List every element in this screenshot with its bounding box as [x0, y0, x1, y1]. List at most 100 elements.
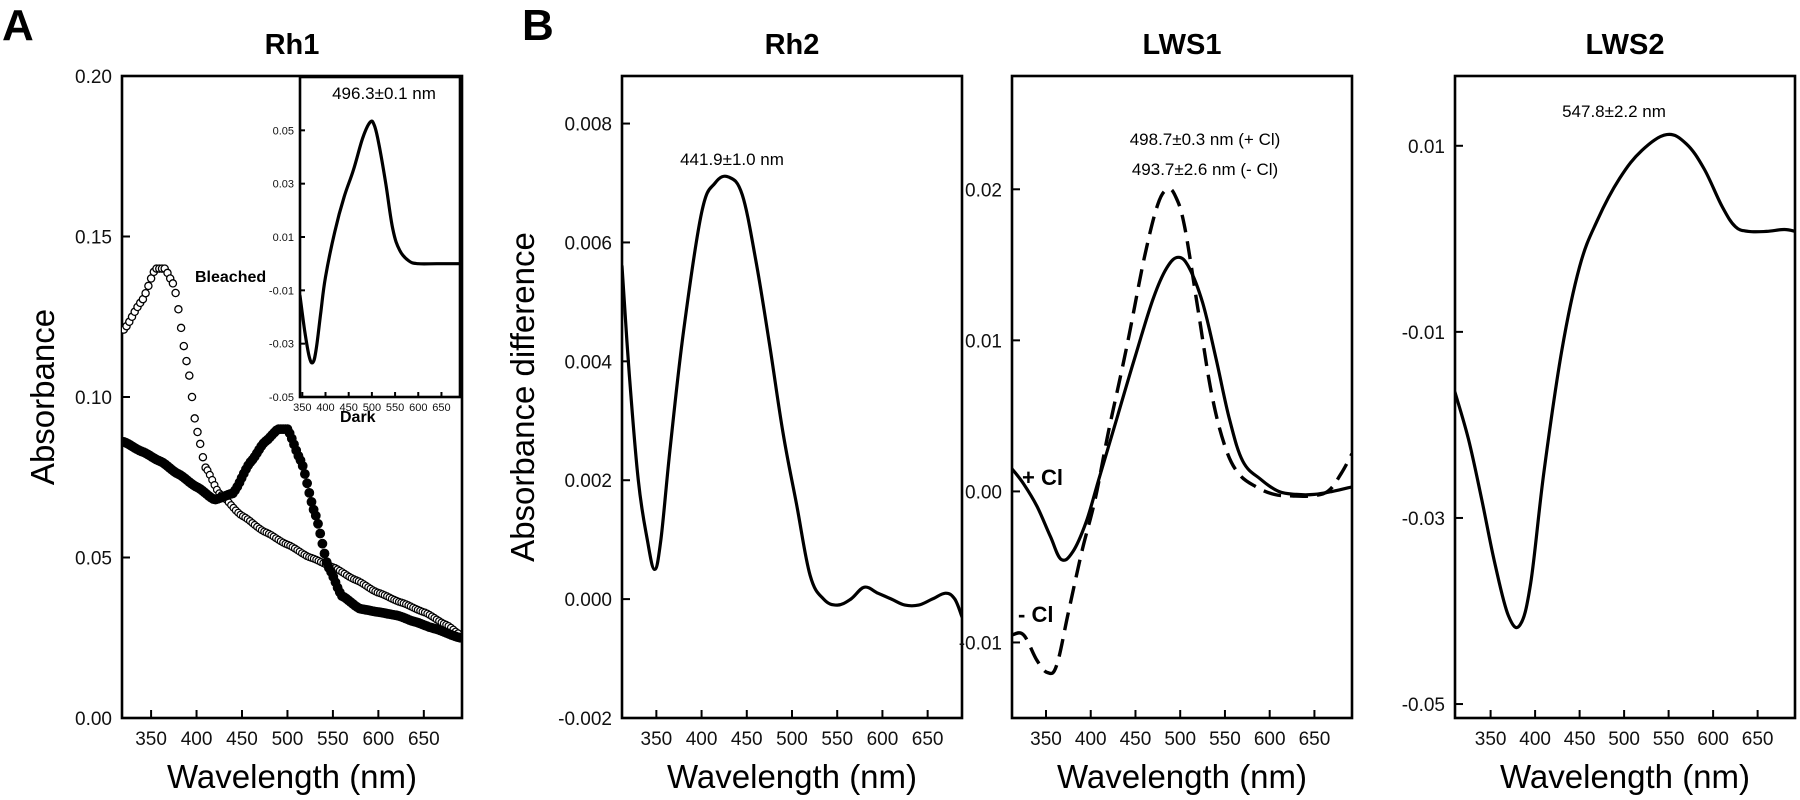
rh1-inset-label: 496.3±0.1 nm [332, 84, 436, 103]
rh1-inset-xtick-label: 400 [316, 402, 334, 414]
rh2-ytick-label: 0.000 [564, 590, 612, 611]
rh1-point-dark [297, 460, 308, 471]
rh1-xlabel: Wavelength (nm) [167, 758, 417, 795]
lws2-xtick-label: 350 [1475, 729, 1507, 750]
lws1-annotation-minus: 493.7±2.6 nm (- Cl) [1132, 160, 1278, 179]
rh1-xtick-label: 550 [317, 729, 349, 750]
rh1-annotation-bleached: Bleached [195, 269, 266, 286]
lws2-annotation: 547.8±2.2 nm [1562, 102, 1666, 121]
rh2-ytick-label: -0.002 [558, 709, 612, 730]
lws2-xtick-label: 650 [1742, 729, 1774, 750]
lws1-ytick-label: 0.01 [965, 331, 1002, 352]
rh1-point-dark [304, 487, 315, 498]
rh1-xtick-label: 400 [181, 729, 213, 750]
rh1-xtick-label: 500 [272, 729, 304, 750]
rh1-point-bleached [198, 452, 208, 462]
rh1-annotation-dark: Dark [340, 409, 376, 426]
rh2-xtick-label: 350 [641, 729, 673, 750]
rh1-ylabel: Absorbance [24, 309, 61, 485]
rh1-ytick-label: 0.15 [75, 228, 112, 249]
lws1-annotation-plus: 498.7±0.3 nm (+ Cl) [1130, 130, 1281, 149]
lws2-series-line-1 [1455, 132, 1795, 630]
rh1-point-dark [302, 478, 312, 489]
rh1-inset-ytick-label: -0.05 [269, 392, 294, 404]
rh2-xtick-label: 550 [821, 729, 853, 750]
rh1-point-dark [310, 510, 321, 521]
lws2-series-group [1455, 132, 1795, 630]
rh2-ytick-label: 0.004 [564, 352, 612, 373]
lws1-ytick-label: 0.00 [965, 482, 1002, 503]
rh1-point-bleached [179, 341, 189, 351]
rh1-inset-xtick-label: 450 [340, 402, 358, 414]
rh1-inset-ytick-label: 0.01 [273, 232, 294, 244]
rh1-point-bleached [182, 356, 191, 366]
rh1-inset-series-group [300, 119, 460, 365]
rh2-xlabel: Wavelength (nm) [667, 758, 917, 795]
rh1-point-dark [317, 538, 328, 549]
lws1-xtick-label: 650 [1299, 729, 1331, 750]
rh1-xtick-label: 350 [135, 729, 167, 750]
rh1-point-bleached [171, 288, 180, 298]
rh2-xtick-label: 650 [912, 729, 944, 750]
rh1-point-bleached [185, 371, 194, 380]
rh1-inset-xtick-label: 350 [293, 402, 311, 414]
rh1-inset-ytick-label: -0.01 [269, 285, 294, 297]
lws2-xtick-label: 600 [1697, 729, 1729, 750]
rh1-xtick-label: 650 [408, 729, 440, 750]
rh1-ytick-label: 0.00 [75, 709, 112, 730]
rh1-inset-xtick-label: 650 [432, 402, 450, 414]
rh2-series-group [622, 174, 962, 619]
lws2-xtick-label: 450 [1564, 729, 1596, 750]
lws2-xtick-label: 400 [1519, 729, 1551, 750]
rh1-point-bleached [193, 427, 202, 437]
rh1-inset-ytick-label: 0.03 [273, 179, 294, 191]
rh2-xtick-label: 500 [776, 729, 808, 750]
rh1-ytick-label: 0.05 [75, 549, 112, 570]
panel-label-b: B [522, 1, 554, 50]
rh1-point-dark [319, 548, 330, 559]
rh1-inset-xtick-label: 550 [386, 402, 404, 414]
rh1-plot-frame [120, 74, 464, 720]
lws1-xtick-label: 550 [1209, 729, 1241, 750]
lws1-xtick-label: 350 [1030, 729, 1062, 750]
lws2-title: LWS2 [1586, 29, 1665, 61]
rh2-title: Rh2 [765, 29, 820, 61]
rh1-inset-plot-frame [298, 75, 462, 399]
lws1-curve-label-plus: + Cl [1022, 465, 1063, 490]
lws2-xtick-label: 500 [1608, 729, 1640, 750]
rh2-plot-frame [620, 74, 964, 720]
lws1-xtick-label: 600 [1254, 729, 1286, 750]
lws1-title: LWS1 [1143, 29, 1222, 61]
rh1-xtick-label: 450 [226, 729, 258, 750]
rh2-series-line-1 [622, 174, 962, 619]
rh2-ytick-label: 0.008 [564, 115, 612, 136]
lws1-plot-frame [1010, 74, 1354, 720]
lws2-ytick-label: -0.03 [1402, 509, 1445, 530]
rh1-point-dark [454, 632, 462, 643]
rh1-inset-xtick-label: 600 [409, 402, 427, 414]
rh1-inset-ytick-label: 0.05 [273, 125, 294, 137]
lws1-curve-label-minus: - Cl [1018, 602, 1053, 627]
rh1-point-bleached [141, 288, 150, 298]
rh1-point-bleached [190, 414, 199, 423]
lws1-xtick-label: 500 [1164, 729, 1196, 750]
lws1-series-line-2 [1012, 187, 1352, 676]
rh1-point-bleached [176, 323, 186, 333]
rh2-ytick-label: 0.006 [564, 233, 612, 254]
rh2-xtick-label: 400 [686, 729, 718, 750]
rh1-inset-xtick-label: 500 [363, 402, 381, 414]
rh1-point-bleached [144, 281, 153, 291]
lws2-ytick-label: -0.01 [1402, 323, 1445, 344]
rh2-ytick-label: 0.002 [564, 471, 612, 492]
rh2-annotation: 441.9±1.0 nm [680, 150, 784, 169]
rh1-point-dark [299, 469, 310, 479]
charts-layer: Rh1 Wavelength (nm) Absorbance 350 400 450 500… [24, 29, 1797, 795]
rh1-title: Rh1 [265, 29, 320, 61]
rh1-inset-series-line [300, 119, 460, 365]
rh2-ylabel: Absorbance difference [504, 232, 541, 562]
lws2-xtick-label: 550 [1653, 729, 1685, 750]
lws1-ytick-label: -0.01 [959, 633, 1002, 654]
rh1-ytick-label: 0.20 [75, 67, 112, 88]
rh1-point-bleached [195, 439, 205, 449]
